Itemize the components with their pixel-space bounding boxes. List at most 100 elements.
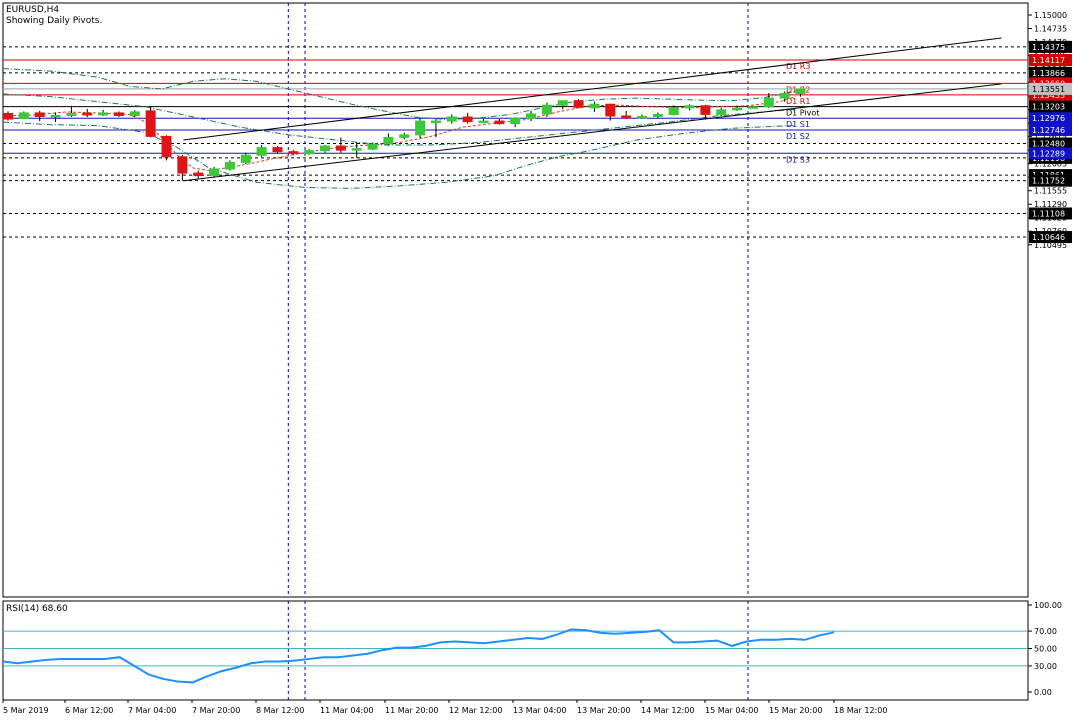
candle-body	[129, 111, 140, 116]
x-tick-label: 14 Mar 12:00	[641, 706, 694, 715]
pivot-level-label: D1 R1	[786, 97, 810, 106]
candle-body	[367, 143, 378, 150]
candle-body	[3, 112, 13, 120]
current-price-text: 1.13551	[1032, 85, 1065, 94]
candle-body	[747, 106, 758, 109]
x-tick-label: 12 Mar 12:00	[449, 706, 502, 715]
x-tick-label: 7 Mar 20:00	[192, 706, 240, 715]
pivot-level-label: D1 R3	[786, 62, 810, 71]
chart-subtitle: Showing Daily Pivots.	[6, 16, 102, 26]
price-label-box	[1029, 66, 1072, 79]
candle-body	[320, 145, 330, 152]
price-label-box	[1029, 112, 1072, 125]
main-price-panel: 1.150001.147351.144701.142051.139401.136…	[2, 2, 1072, 598]
x-tick-label: 13 Mar 20:00	[577, 706, 630, 715]
x-tick-label: 15 Mar 04:00	[705, 706, 758, 715]
candle-body	[462, 116, 473, 123]
rsi-plot-frame	[2, 600, 1029, 701]
candle-body	[795, 88, 806, 95]
y-tick-label: 1.12615	[1034, 133, 1067, 142]
candle-body	[288, 151, 299, 154]
candle-body	[494, 120, 505, 125]
price-label-text: 1.12289	[1032, 149, 1065, 158]
candle-body	[256, 147, 267, 156]
candle-body	[605, 103, 616, 117]
candle-body	[716, 109, 727, 115]
price-label-text: 1.13433	[1032, 91, 1065, 100]
candle-body	[779, 93, 790, 99]
rsi-panel: 5 Mar 2019 6 Mar 12:00 7 Mar 04:00 7 Mar 20…	[2, 600, 1062, 715]
price-label-box	[1029, 174, 1072, 187]
y-tick-label: 1.14735	[1034, 25, 1067, 34]
candle-body	[224, 161, 235, 170]
candle-body	[510, 118, 521, 125]
price-label-box	[1029, 231, 1072, 244]
y-tick-label: 1.11290	[1034, 200, 1067, 209]
candle-body	[573, 100, 584, 108]
candle-body	[50, 114, 61, 118]
rsi-tick-label: 50.00	[1034, 645, 1057, 654]
x-tick-label: 7 Mar 04:00	[128, 706, 176, 715]
price-label-text: 1.14375	[1032, 43, 1065, 52]
y-tick-label: 1.10495	[1034, 241, 1067, 250]
candle-body	[478, 120, 489, 124]
candle-body	[193, 172, 204, 177]
rsi-line	[2, 628, 835, 684]
candle-body	[621, 115, 632, 119]
rsi-label: RSI(14) 68.60	[6, 604, 68, 614]
x-tick-label: 18 Mar 12:00	[834, 706, 887, 715]
y-tick-label: 1.11555	[1034, 187, 1067, 196]
candle-body	[684, 105, 695, 109]
candle-body	[113, 112, 124, 116]
x-tick-label: 6 Mar 12:00	[65, 706, 113, 715]
price-label-text: 1.13203	[1032, 103, 1065, 112]
x-tick-label: 15 Mar 20:00	[769, 706, 822, 715]
x-tick-label: 13 Mar 04:00	[513, 706, 566, 715]
candle-body	[34, 112, 45, 117]
chart-title: EURUSD,H4	[6, 5, 59, 15]
candle-body	[430, 120, 441, 124]
candle-body	[446, 116, 457, 122]
rsi-tick-label: 30.00	[1034, 662, 1057, 671]
candle-body	[637, 115, 647, 119]
price-label-box	[1029, 147, 1072, 160]
x-tick-label: 5 Mar 2019	[3, 706, 49, 715]
price-label-box	[1029, 137, 1072, 150]
price-label-text: 1.12746	[1032, 126, 1065, 135]
price-label-box	[1029, 54, 1072, 67]
price-label-text: 1.12976	[1032, 114, 1065, 123]
candle-body	[526, 113, 537, 120]
candle-body	[732, 107, 743, 111]
price-label-box	[1029, 100, 1072, 113]
price-label-text: 1.11108	[1032, 209, 1065, 218]
candle-body	[161, 135, 172, 158]
candle-body	[272, 147, 283, 153]
price-label-text: 1.13866	[1032, 69, 1065, 78]
pivot-level-label: D1 S3	[786, 155, 810, 164]
candle-body	[18, 112, 29, 120]
candle-body	[177, 156, 188, 174]
price-label-box	[1029, 40, 1072, 53]
channel-trend-line	[183, 83, 1002, 182]
price-label-text: 1.12480	[1032, 140, 1065, 149]
price-label-text: 1.11752	[1032, 177, 1065, 186]
main-plot-frame	[2, 2, 1029, 598]
rsi-tick-label: 100.00	[1034, 601, 1062, 610]
ma-lower-line	[2, 121, 796, 189]
price-label-text: 1.10646	[1032, 233, 1065, 242]
candle-body	[383, 136, 394, 145]
rsi-tick-label: 0.00	[1034, 688, 1052, 697]
x-tick-label: 11 Mar 20:00	[385, 706, 438, 715]
candle-body	[335, 145, 346, 151]
candle-body	[209, 168, 220, 177]
rsi-tick-label: 70.00	[1034, 627, 1057, 636]
candle-body	[66, 112, 77, 116]
x-tick-label: 11 Mar 04:00	[320, 706, 373, 715]
candle-body	[82, 112, 93, 116]
candle-body	[98, 112, 109, 116]
candle-body	[668, 107, 679, 115]
pivot-level-label: D1 S2	[786, 132, 810, 141]
candle-body	[240, 154, 251, 163]
price-label-text: 1.14117	[1032, 56, 1065, 65]
